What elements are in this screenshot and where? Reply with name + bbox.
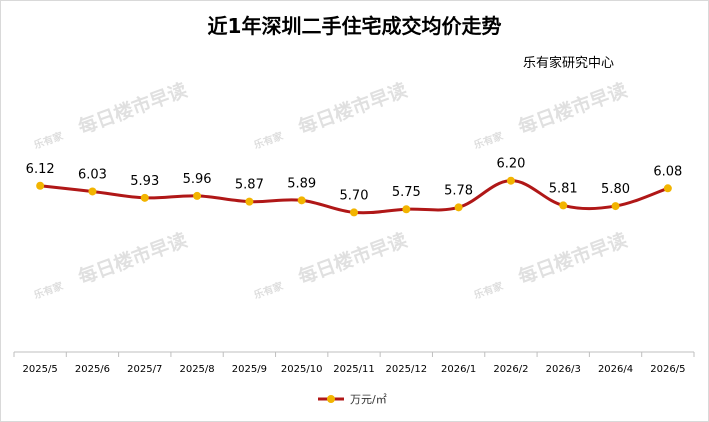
data-label: 5.78 [444, 183, 473, 198]
watermark-logo: 乐有家 [252, 129, 286, 152]
x-tick-label: 2025/8 [179, 364, 214, 375]
data-point [350, 208, 358, 217]
x-tick-label: 2025/9 [232, 364, 267, 375]
data-label: 5.87 [235, 178, 264, 193]
x-tick-label: 2025/12 [386, 364, 428, 375]
data-point [506, 176, 515, 185]
x-tick-label: 2026/4 [598, 364, 633, 375]
data-label: 5.80 [601, 182, 630, 197]
watermark-logo: 乐有家 [472, 279, 506, 302]
watermark-text: 每日楼市早读 [515, 228, 630, 289]
data-label: 5.96 [183, 172, 212, 187]
x-tick-label: 2025/11 [333, 364, 375, 375]
data-label: 6.08 [653, 164, 682, 179]
data-point [245, 197, 254, 206]
data-labels: 6.12 6.03 5.93 5.96 5.87 5.89 5.70 5.75 5.78 6.20… [26, 157, 683, 204]
watermark-text: 每日楼市早读 [75, 78, 190, 139]
legend-marker [327, 395, 335, 403]
legend: 万元/㎡ [318, 393, 387, 406]
watermark-text: 每日楼市早读 [75, 228, 190, 289]
data-label: 6.03 [78, 167, 107, 182]
data-label: 5.81 [549, 181, 578, 196]
x-tick-label: 2025/5 [23, 364, 58, 375]
data-point [611, 202, 620, 211]
data-label: 5.89 [287, 176, 316, 191]
x-tick-label: 2026/1 [441, 364, 476, 375]
watermark-logo: 乐有家 [32, 279, 66, 302]
watermark-text: 每日楼市早读 [295, 228, 410, 289]
data-point [297, 196, 306, 205]
data-points [36, 176, 672, 217]
data-label: 5.93 [130, 174, 159, 189]
source-label: 乐有家研究中心 [523, 56, 615, 71]
data-point [663, 184, 672, 193]
x-tick-label: 2026/2 [493, 364, 528, 375]
watermark-logo: 乐有家 [252, 279, 286, 302]
watermark-logo: 乐有家 [472, 129, 506, 152]
x-axis-ticks [13, 352, 695, 357]
x-axis-tick-labels: 2025/5 2025/6 2025/7 2025/8 2025/9 2025/10 202… [23, 364, 686, 375]
chart-title: 近1年深圳二手住宅成交均价走势 [207, 14, 502, 38]
data-label: 5.75 [392, 185, 421, 200]
data-point [88, 187, 97, 196]
data-label: 5.70 [340, 188, 369, 203]
data-point [36, 181, 45, 190]
x-tick-label: 2026/5 [650, 364, 685, 375]
x-tick-label: 2025/10 [281, 364, 323, 375]
data-label: 6.12 [26, 162, 55, 177]
watermark-text: 每日楼市早读 [295, 78, 410, 139]
x-tick-label: 2025/6 [75, 364, 110, 375]
data-point [402, 205, 411, 214]
watermark-logo: 乐有家 [32, 129, 66, 152]
x-tick-label: 2026/3 [546, 364, 581, 375]
data-point [140, 193, 149, 202]
data-point [193, 191, 202, 200]
data-label: 6.20 [496, 157, 525, 172]
legend-label: 万元/㎡ [350, 393, 387, 406]
watermark-text: 每日楼市早读 [515, 78, 630, 139]
x-tick-label: 2025/7 [127, 364, 162, 375]
data-point [559, 201, 568, 210]
data-point [454, 203, 463, 212]
